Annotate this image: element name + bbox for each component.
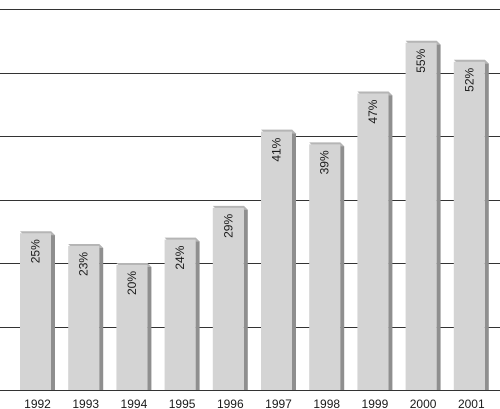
- bar-side: [292, 129, 296, 390]
- x-tick-label: 1994: [121, 397, 148, 409]
- x-tick-label: 2000: [410, 397, 437, 409]
- x-tick-label: 1998: [313, 397, 340, 409]
- x-tick-label: 1999: [362, 397, 389, 409]
- bar-1995: 24%: [164, 237, 200, 390]
- data-label: 29%: [221, 214, 235, 238]
- bar-face: [164, 239, 196, 390]
- bar-side: [195, 237, 200, 390]
- bar-face: [309, 144, 341, 390]
- data-label: 25%: [29, 239, 43, 263]
- bar-side: [340, 142, 345, 390]
- x-tick-label: 1995: [169, 397, 196, 409]
- bar-1998: 39%: [309, 142, 345, 390]
- bar-1999: 47%: [357, 91, 393, 391]
- data-label: 47%: [366, 99, 380, 123]
- x-tick-label: 1997: [265, 397, 292, 409]
- data-label: 20%: [125, 271, 139, 295]
- bar-side: [99, 243, 104, 390]
- bar-face: [357, 93, 389, 391]
- bar-face: [68, 245, 100, 390]
- bar-side: [147, 263, 152, 390]
- data-label: 39%: [318, 150, 332, 174]
- bar-side: [51, 231, 55, 390]
- x-axis-tick-labels: 1992 1993 1994 1995 1996 1997 1998 1999 2000 2001: [24, 397, 485, 409]
- bar-2000: 55%: [405, 40, 441, 390]
- bars: 25% 23% 20% 24% 29% 41% 39% 47% 55% 52%: [20, 40, 489, 391]
- bar-face: [116, 265, 148, 390]
- x-tick-label: 2001: [458, 397, 485, 409]
- bar-face: [405, 42, 437, 390]
- bar-1994: 20%: [116, 263, 152, 390]
- x-tick-label: 1992: [24, 397, 51, 409]
- data-label: 52%: [462, 67, 476, 91]
- bar-side: [484, 59, 489, 391]
- x-tick-label: 1993: [72, 397, 99, 409]
- bar-face: [212, 207, 244, 390]
- bar-face: [453, 61, 485, 391]
- data-label: 23%: [77, 252, 91, 276]
- bar-2001: 52%: [453, 59, 489, 391]
- bar-1992: 25%: [20, 231, 55, 390]
- bar-side: [243, 205, 248, 390]
- bar-side: [388, 91, 393, 391]
- bar-1996: 29%: [212, 205, 248, 390]
- bar-face: [20, 233, 51, 390]
- bar-side: [436, 40, 441, 390]
- data-label: 55%: [414, 48, 428, 72]
- bar-1997: 41%: [261, 129, 296, 390]
- x-tick-label: 1996: [217, 397, 244, 409]
- data-label: 24%: [173, 245, 187, 269]
- bar-1993: 23%: [68, 243, 104, 390]
- data-label: 41%: [270, 137, 284, 161]
- bar-face: [261, 131, 292, 390]
